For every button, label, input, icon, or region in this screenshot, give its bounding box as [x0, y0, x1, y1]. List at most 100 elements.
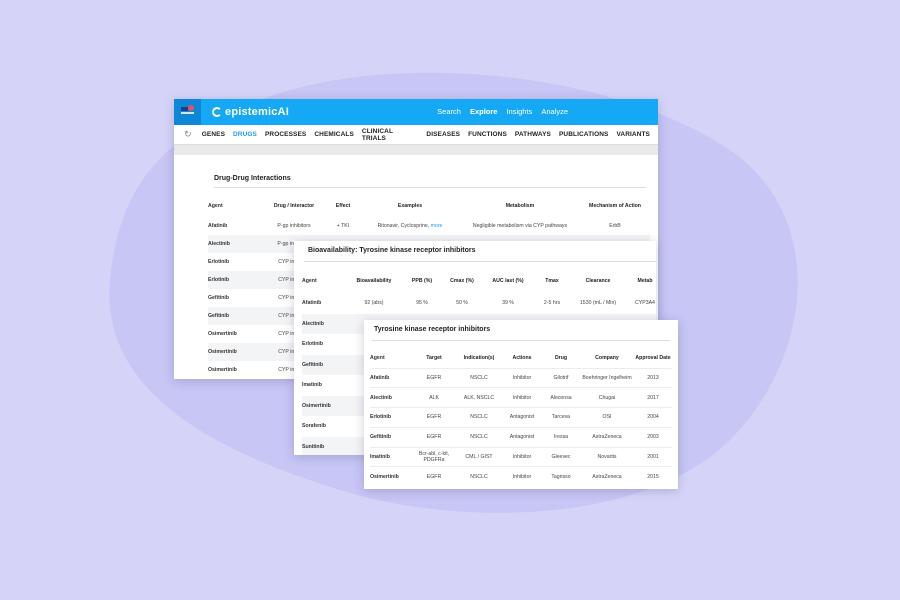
- ddi-cell: P-gp inhibitors: [277, 223, 311, 229]
- tki-col-header[interactable]: Target: [426, 354, 442, 361]
- nav-functions[interactable]: FUNCTIONS: [468, 131, 507, 138]
- nav-variants[interactable]: VARIANTS: [616, 131, 650, 138]
- table-row[interactable]: Afatinib P-gp inhibitors + TKI Ritonavir, C…: [208, 217, 650, 235]
- app-logo[interactable]: epistemicAI: [212, 106, 289, 118]
- bio-cell: Osimertinib: [302, 395, 346, 416]
- tki-cell: NSCLC: [456, 407, 502, 428]
- tki-cell: Alectinib: [370, 387, 412, 408]
- ddi-cell: Osimertinib: [208, 331, 237, 337]
- topnav-analyze[interactable]: Analyze: [541, 107, 568, 116]
- tki-cell: 2003: [634, 426, 672, 448]
- flag-icon[interactable]: [174, 99, 201, 125]
- bio-col-header[interactable]: Agent: [302, 278, 317, 284]
- nav-chemicals[interactable]: CHEMICALS: [314, 131, 354, 138]
- tki-col-header[interactable]: Actions: [512, 354, 532, 361]
- bio-cell: Alectinib: [302, 313, 346, 334]
- tki-cell: 2017: [634, 387, 672, 408]
- ddi-col-header[interactable]: Metabolism: [505, 203, 535, 209]
- tki-cell: Osimertinib: [370, 466, 412, 487]
- bio-cell: Imatinib: [302, 382, 322, 389]
- tki-cell: Gefitinib: [370, 426, 412, 448]
- ddi-cell: Ritonavir, Cyclosprine, more: [377, 223, 443, 229]
- tki-cell: Antagonist: [502, 426, 542, 448]
- tki-cell: NSCLC: [456, 367, 502, 388]
- bio-cell: Gefitinib: [302, 354, 346, 375]
- tki-cell: Erlotinib: [370, 407, 412, 428]
- logo-text: epistemicAI: [225, 106, 289, 118]
- bio-title-rule: [304, 261, 656, 262]
- bio-col-header[interactable]: Metab: [637, 278, 653, 284]
- tki-col-header[interactable]: Indication(s): [463, 354, 495, 361]
- tki-cell: Chugai: [580, 387, 634, 408]
- refresh-icon[interactable]: ↻: [184, 129, 192, 139]
- epistemic-logo-icon: [212, 107, 222, 117]
- tki-cell: ALK, NSCLC: [456, 387, 502, 408]
- bio-col-header[interactable]: Clearance: [585, 278, 611, 284]
- bio-cell: Erlotinib: [302, 341, 324, 348]
- nav-drugs[interactable]: DRUGS: [233, 131, 257, 138]
- tki-cell: Iressa: [542, 426, 580, 448]
- tki-col-header[interactable]: Approval Date: [635, 354, 671, 361]
- bio-cell: 50 %: [456, 300, 468, 307]
- tki-col-header[interactable]: Company: [595, 354, 619, 361]
- nav-processes[interactable]: PROCESSES: [265, 131, 307, 138]
- table-row[interactable]: Erlotinib EGFR NSCLC Antagonist Tarceva OSI 20…: [370, 407, 672, 428]
- bio-col-header[interactable]: Bioavailability: [356, 278, 392, 284]
- tki-cell: Gleevec: [542, 446, 580, 467]
- table-row[interactable]: Afatinib 92 (abs) 95 % 50 % 39 % 2-5 hrs 1530 …: [302, 293, 656, 314]
- nav-publications[interactable]: PUBLICATIONS: [558, 131, 609, 138]
- table-row[interactable]: Gefitinib EGFR NSCLC Antagonist Iressa AstraZ…: [370, 426, 672, 448]
- topnav-search[interactable]: Search: [437, 107, 461, 116]
- tki-cell: AstraZeneca: [580, 426, 634, 448]
- table-row[interactable]: Imatinib Bcr-abl, c-kit, PDGFRa CML / GIST…: [370, 446, 672, 467]
- tki-cell: ALK: [412, 387, 456, 408]
- ddi-cell: Afatinib: [208, 223, 228, 229]
- tki-window: Tyrosine kinase receptor inhibitors Agen…: [364, 320, 678, 489]
- app-header: epistemicAI Search Explore Insights Analyze: [174, 99, 658, 125]
- ddi-col-header[interactable]: Mechanism of Action: [589, 203, 641, 209]
- nav-pathways[interactable]: PATHWAYS: [514, 131, 551, 138]
- ddi-title-rule: [214, 187, 646, 188]
- tki-cell: Inhibitor: [502, 466, 542, 487]
- ddi-col-header[interactable]: Agent: [208, 203, 223, 209]
- bio-cell: Sunitinib: [302, 436, 346, 455]
- nav-clinical-trials[interactable]: CLINICAL TRIALS: [361, 127, 393, 142]
- bio-cell: Sorafenib: [302, 423, 326, 430]
- bio-cell: 92 (abs): [364, 300, 384, 307]
- bio-col-header[interactable]: Tmax: [545, 278, 559, 284]
- nav-genes[interactable]: GENES: [201, 131, 226, 138]
- nav-diseases[interactable]: DISEASES: [426, 131, 461, 138]
- tki-cell: Bcr-abl, c-kit, PDGFRa: [412, 446, 456, 467]
- ddi-cell: Osimertinib: [208, 343, 262, 361]
- tki-cell: EGFR: [412, 407, 456, 428]
- category-nav: ↻ GENES DRUGS PROCESSES CHEMICALS CLINICAL T…: [174, 125, 658, 145]
- table-row[interactable]: Afatinib EGFR NSCLC Inhibitor Gilotrif Boehri…: [370, 367, 672, 388]
- table-row[interactable]: Osimertinib EGFR NSCLC Inhibitor Tagrisso Ast…: [370, 466, 672, 487]
- tki-cell: Alecensa: [542, 387, 580, 408]
- ddi-col-header[interactable]: Effect: [335, 203, 351, 209]
- topnav-explore[interactable]: Explore: [469, 107, 498, 116]
- tki-cell: NSCLC: [456, 426, 502, 448]
- tki-title: Tyrosine kinase receptor inhibitors: [374, 326, 491, 333]
- tki-cell: Imatinib: [370, 446, 412, 467]
- bio-cell: 1530 (mL / Min): [579, 300, 617, 307]
- more-link[interactable]: more: [429, 223, 443, 229]
- topnav-insights[interactable]: Insights: [506, 107, 533, 116]
- bio-title: Bioavailability: Tyrosine kinase recepto…: [308, 247, 476, 254]
- bio-cell: 2-5 hrs: [543, 300, 561, 307]
- table-row[interactable]: Alectinib ALK ALK, NSCLC Inhibitor Alecensa C…: [370, 387, 672, 408]
- ddi-cell: Erlotinib: [208, 271, 262, 289]
- bio-col-header[interactable]: AUC last (%): [492, 278, 524, 284]
- ddi-col-header[interactable]: Drug / Interactor: [273, 203, 315, 209]
- ddi-col-header[interactable]: Examples: [397, 203, 423, 209]
- tki-cell: 2013: [634, 367, 672, 388]
- bio-col-header[interactable]: Cmax (%): [450, 278, 474, 284]
- bio-col-header[interactable]: PPB (%): [411, 278, 433, 284]
- bio-header-row: Agent Bioavailability PPB (%) Cmax (%) AUC l…: [302, 269, 656, 293]
- ddi-cell: ErbB: [609, 223, 621, 229]
- tki-col-header[interactable]: Drug: [554, 354, 568, 361]
- tki-cell: EGFR: [412, 466, 456, 487]
- tki-col-header[interactable]: Agent: [370, 354, 385, 361]
- tki-cell: Tagrisso: [542, 466, 580, 487]
- tki-cell: 2015: [634, 466, 672, 487]
